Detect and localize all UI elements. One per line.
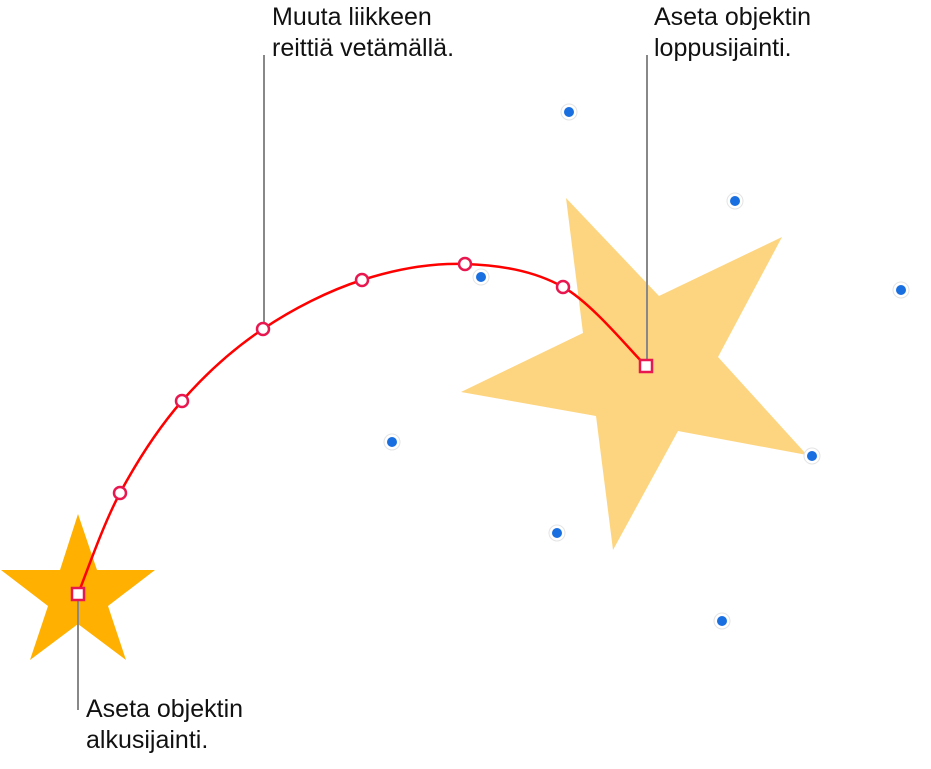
selection-handle[interactable] — [717, 616, 727, 626]
callout-start-line2: alkusijainti. — [86, 726, 209, 754]
start-point-handle[interactable] — [70, 586, 86, 602]
selection-handle[interactable] — [387, 437, 397, 447]
path-control-point[interactable] — [112, 485, 128, 501]
callout-end-line2: loppusijainti. — [654, 34, 792, 62]
selection-handle[interactable] — [564, 107, 574, 117]
callout-start: Aseta objektin alkusijainti. — [86, 694, 243, 756]
callout-end-line1: Aseta objektin — [654, 3, 812, 31]
selection-handle[interactable] — [552, 528, 562, 538]
end-point-handle[interactable] — [638, 358, 654, 374]
path-control-point[interactable] — [457, 256, 473, 272]
path-control-point[interactable] — [255, 321, 271, 337]
path-control-point[interactable] — [555, 279, 571, 295]
end-position-star[interactable] — [461, 198, 807, 550]
callout-path-line2: reittiä vetämällä. — [272, 34, 455, 62]
callout-start-line1: Aseta objektin — [86, 695, 244, 723]
path-control-point[interactable] — [354, 272, 370, 288]
selection-handle[interactable] — [476, 272, 486, 282]
selection-handle[interactable] — [896, 285, 906, 295]
path-control-point[interactable] — [174, 393, 190, 409]
selection-handle[interactable] — [807, 451, 817, 461]
callout-path-line1: Muuta liikkeen — [272, 3, 432, 31]
callout-end: Aseta objektin loppusijainti. — [654, 2, 811, 64]
selection-handle[interactable] — [730, 196, 740, 206]
motion-path-curve[interactable] — [76, 262, 647, 595]
callout-path: Muuta liikkeen reittiä vetämällä. — [272, 2, 454, 64]
